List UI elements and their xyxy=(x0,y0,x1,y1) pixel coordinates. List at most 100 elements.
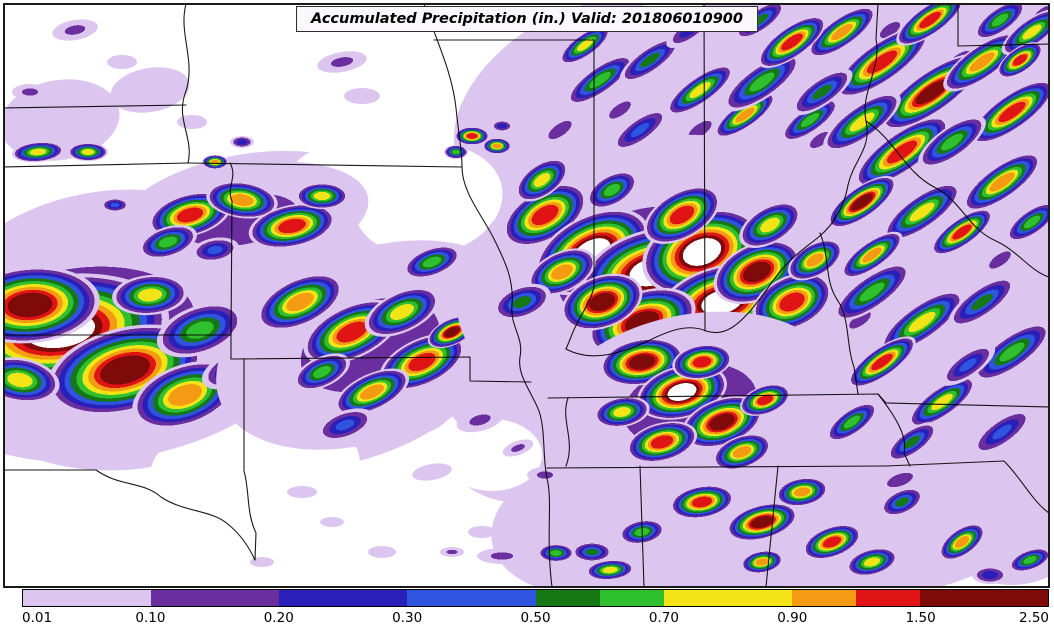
precip-blob xyxy=(931,208,993,256)
precip-blob xyxy=(670,485,734,519)
precip-blob xyxy=(846,547,898,577)
precip-blob xyxy=(854,116,950,188)
precip-blob xyxy=(626,421,698,463)
precip-blob xyxy=(1009,547,1048,573)
precip-blob xyxy=(12,141,64,163)
precip-blob xyxy=(561,273,643,331)
precip-blob xyxy=(969,80,1048,144)
precip-blob xyxy=(250,557,274,567)
precip-blob xyxy=(826,402,878,442)
precip-blob xyxy=(440,547,464,557)
colorbar-segment xyxy=(23,590,152,606)
precip-blob xyxy=(112,274,188,316)
precip-blob xyxy=(317,51,367,73)
precip-blob xyxy=(741,550,783,574)
precip-blob xyxy=(586,170,638,210)
map-title: Accumulated Precipitation (in.) Valid: 2… xyxy=(311,11,743,27)
precip-blob xyxy=(867,12,913,48)
precip-blob xyxy=(974,5,1026,40)
precip-blob xyxy=(515,158,569,202)
precip-blob xyxy=(896,5,964,46)
state-border-line xyxy=(885,460,1048,513)
colorbar-segment xyxy=(855,590,920,606)
precip-blob xyxy=(502,439,534,457)
precip-blob xyxy=(833,262,911,322)
precip-blob xyxy=(368,546,396,558)
precip-blob xyxy=(939,523,985,561)
precip-blob xyxy=(477,548,527,564)
colorbar-tick: 0.90 xyxy=(777,610,808,626)
precip-blob xyxy=(296,183,348,209)
state-border-line xyxy=(877,393,911,467)
precip-blob xyxy=(456,407,504,433)
colorbar-tick: 0.20 xyxy=(263,610,294,626)
precip-blob xyxy=(364,287,440,337)
precip-blob xyxy=(101,198,129,212)
precip-blob xyxy=(5,266,100,344)
precip-blob xyxy=(177,115,207,129)
precip-blob xyxy=(527,467,563,483)
precip-blob xyxy=(781,98,839,142)
precip-blob xyxy=(139,224,197,260)
precip-blob xyxy=(68,143,108,161)
colorbar-segment xyxy=(663,590,792,606)
state-border-line xyxy=(187,162,463,168)
state-border-line xyxy=(819,232,859,395)
precip-blob xyxy=(594,396,650,428)
precip-blob xyxy=(110,67,190,113)
precip-blob xyxy=(412,463,452,481)
precip-blob xyxy=(918,115,986,169)
colorbar-tick: 0.10 xyxy=(135,610,166,626)
precip-blob xyxy=(643,186,721,244)
map-title-box: Accumulated Precipitation (in.) Valid: 2… xyxy=(296,6,758,32)
precip-blob xyxy=(202,155,228,169)
colorbar-tick: 0.01 xyxy=(22,610,53,626)
state-border-line xyxy=(765,465,779,586)
precip-blob xyxy=(444,145,468,159)
precip-blob xyxy=(320,517,344,527)
precip-blob xyxy=(972,566,1008,584)
precip-blob xyxy=(156,302,244,358)
state-border-line xyxy=(565,397,570,467)
state-border-line xyxy=(230,334,532,383)
precip-blob xyxy=(468,526,496,538)
precip-blob xyxy=(808,6,876,58)
precip-blob xyxy=(294,353,350,391)
precip-blob xyxy=(758,15,826,69)
precip-blob xyxy=(828,175,896,229)
state-border-line xyxy=(181,5,190,164)
precip-blob xyxy=(973,322,1048,382)
precip-blob xyxy=(491,120,513,132)
map-frame xyxy=(3,3,1050,588)
precip-blob xyxy=(672,344,732,380)
precip-blob xyxy=(230,136,254,148)
precip-blob xyxy=(559,25,611,65)
colorbar-segment xyxy=(535,590,600,606)
colorbar-ticks: 0.01 0.10 0.20 0.30 0.50 0.70 0.90 1.50 2.50 xyxy=(22,610,1049,630)
precip-blob xyxy=(619,37,681,83)
precip-blob xyxy=(943,32,1021,92)
precip-blob xyxy=(776,477,828,507)
state-border-line xyxy=(957,5,1048,47)
precip-blob xyxy=(886,422,938,462)
precip-blob xyxy=(257,273,343,331)
precip-blob xyxy=(997,42,1043,78)
precip-blob xyxy=(538,544,574,562)
state-border-line xyxy=(639,465,645,586)
precip-blob xyxy=(1006,202,1048,242)
precip-blob xyxy=(493,283,551,321)
precip-blob xyxy=(713,433,771,471)
precip-blob xyxy=(666,64,734,116)
precip-blob xyxy=(566,54,634,106)
precip-blob xyxy=(848,336,916,388)
state-border-line xyxy=(565,184,849,357)
precip-blob xyxy=(455,127,489,145)
precip-blob xyxy=(971,408,1033,456)
state-borders xyxy=(5,5,1048,586)
colorbar-tick: 0.50 xyxy=(520,610,551,626)
colorbar-tick: 2.50 xyxy=(1018,610,1049,626)
precip-blob xyxy=(586,559,634,581)
precip-map-svg xyxy=(3,3,1050,588)
precip-blob xyxy=(823,92,901,152)
precip-blob xyxy=(611,108,669,152)
